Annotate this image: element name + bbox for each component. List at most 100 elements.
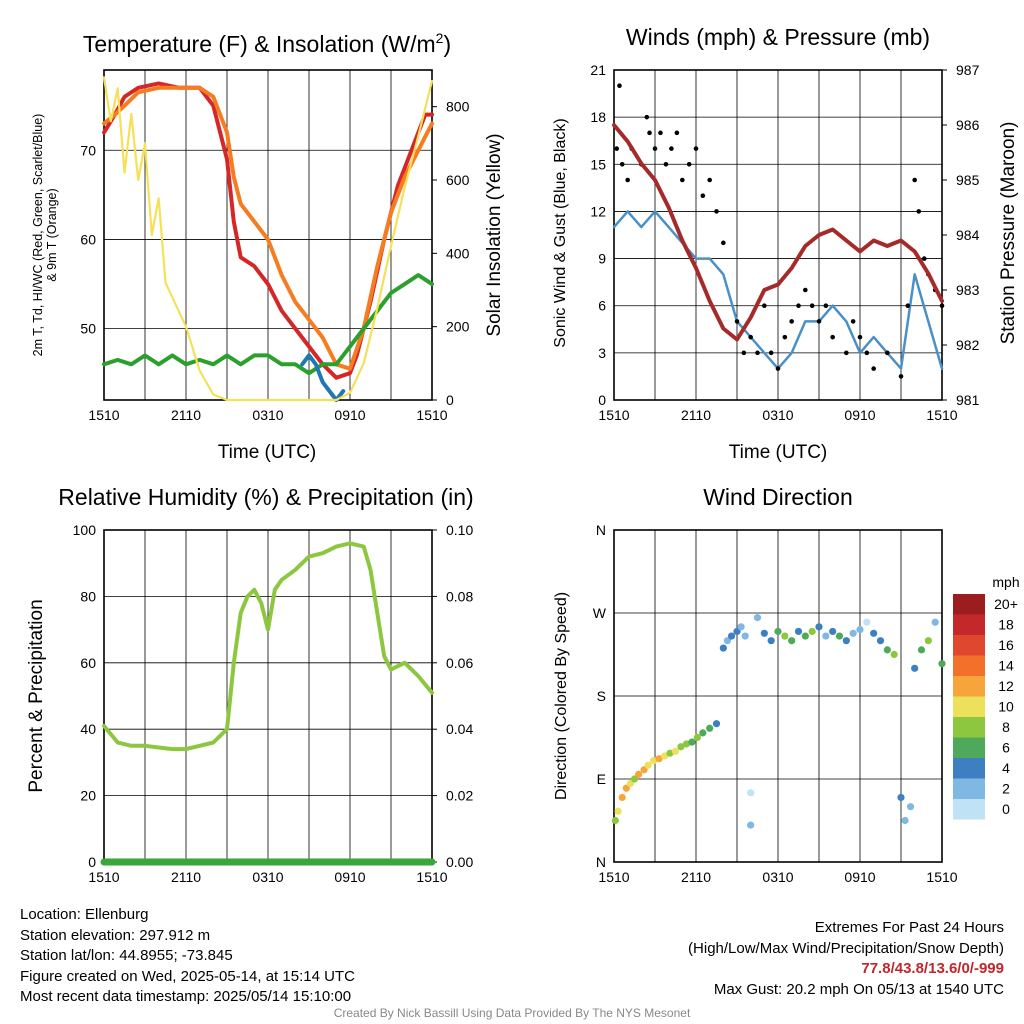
station-latlon: Station lat/lon: 44.8955; -73.845 — [20, 947, 233, 964]
rh-y-tick-label: 20 — [80, 788, 96, 804]
wind-gust-point — [796, 303, 801, 309]
wind-gust-point — [619, 161, 625, 167]
extremes-title: Extremes For Past 24 Hours — [814, 919, 1004, 936]
temp-y2-tick-label: 200 — [446, 319, 470, 335]
wind-y2-tick-label: 986 — [956, 117, 980, 133]
direction-point — [644, 761, 652, 769]
direction-point — [808, 627, 816, 636]
direction-point — [622, 784, 630, 792]
wind-y2-tick-label: 987 — [956, 62, 980, 78]
rh-x-tick-label: 1510 — [88, 869, 119, 885]
temp-y-axis-label-line2: & 9m T (Orange) — [45, 188, 59, 281]
wind-x-axis-label: Time (UTC) — [729, 442, 828, 463]
wind-gust-point — [921, 256, 927, 261]
wind-y2-tick-label: 981 — [956, 392, 980, 408]
wind-gust-point — [693, 146, 699, 151]
wind-chart-panel: 1510 2110 0310 0910 151003691215182198198298… — [590, 62, 979, 423]
legend-label: 0 — [1002, 801, 1010, 817]
direction-chart-title: Wind Direction — [703, 484, 853, 510]
direction-x-tick-label: 0310 — [762, 869, 793, 885]
rh-y-tick-label: 60 — [80, 655, 96, 671]
temp-y2-tick-label: 0 — [446, 392, 454, 408]
wind-gust-point — [748, 334, 753, 340]
rh-y-tick-label: 80 — [80, 588, 96, 604]
direction-point — [650, 756, 658, 765]
rh-x-tick-label: 1510 — [416, 869, 447, 885]
wind-gust-point — [644, 114, 650, 120]
direction-point — [618, 793, 626, 802]
direction-point — [883, 646, 891, 654]
direction-point — [774, 627, 782, 636]
direction-point — [876, 637, 885, 645]
wind-gust-point — [939, 303, 945, 309]
legend-swatch — [953, 655, 985, 676]
wind-y-tick-label: 9 — [598, 251, 606, 267]
direction-x-tick-label: 0910 — [844, 869, 875, 885]
direction-point — [630, 775, 639, 783]
wind-gust-point — [686, 161, 692, 167]
wind-gust-point — [674, 130, 680, 136]
rh-x-tick-label: 0310 — [252, 869, 283, 885]
direction-point — [801, 632, 809, 640]
direction-point — [626, 780, 635, 788]
direction-y-tick-label: S — [597, 688, 606, 704]
temp-y2-tick-label: 400 — [446, 245, 470, 261]
direction-point — [747, 821, 755, 829]
direction-x-tick-label: 2110 — [681, 869, 711, 885]
rh-y2-tick-label: 0.02 — [446, 788, 473, 804]
rh-y2-tick-label: 0.00 — [446, 854, 473, 870]
extremes-description: (High/Low/Max Wind/Precipitation/Snow De… — [688, 939, 1004, 957]
direction-point — [655, 755, 663, 763]
wind-gust-point — [707, 177, 712, 183]
legend-label: 16 — [998, 637, 1014, 653]
wind-gust-point — [844, 350, 849, 356]
legend-label: 20+ — [994, 596, 1018, 612]
temp-y-tick-label: 70 — [80, 142, 96, 158]
wind-y-tick-label: 3 — [598, 345, 606, 361]
legend-label: 2 — [1002, 781, 1010, 797]
direction-point — [890, 650, 898, 659]
direction-point — [635, 770, 643, 778]
wind-x-tick-label: 1510 — [598, 407, 629, 423]
rh-chart-title: Relative Humidity (%) & Precipitation (i… — [58, 484, 473, 510]
wind-gust-point — [789, 319, 794, 324]
direction-x-tick-label: 1510 — [598, 869, 629, 885]
wind-gust-point — [669, 146, 674, 151]
figure-created: Figure created on Wed, 2025-05-14, at 15… — [20, 967, 355, 985]
rh-x-tick-label: 2110 — [171, 869, 201, 885]
wind-gust-point — [721, 240, 726, 246]
direction-point — [781, 632, 789, 640]
wind-gust-point — [850, 319, 856, 324]
wind-gust-point — [912, 177, 917, 183]
station-elevation: Station elevation: 297.912 m — [20, 926, 211, 944]
direction-point — [666, 749, 674, 757]
direction-x-tick-label: 1510 — [926, 869, 957, 885]
temp-y-tick-label: 50 — [80, 321, 96, 337]
temp-series-solar — [102, 76, 434, 402]
direction-point — [660, 752, 669, 760]
temp-y2-tick-label: 800 — [446, 99, 470, 115]
wind-y-tick-label: 0 — [598, 392, 606, 408]
wind-series-pressure — [612, 123, 944, 342]
direction-point — [688, 738, 696, 746]
wind-gust-point — [885, 350, 890, 356]
direction-point — [753, 614, 762, 622]
legend-swatch — [953, 717, 985, 738]
direction-point — [856, 626, 864, 634]
direction-point — [747, 789, 755, 797]
legend-label: 6 — [1002, 740, 1010, 756]
direction-point — [829, 627, 837, 636]
wind-gust-point — [830, 334, 835, 340]
direction-point — [917, 646, 926, 654]
wind-y-tick-label: 12 — [590, 203, 606, 219]
wind-x-tick-label: 0910 — [844, 407, 875, 423]
latest-data-timestamp: Most recent data timestamp: 2025/05/14 1… — [20, 988, 352, 1005]
rh-x-tick-label: 0910 — [334, 869, 365, 885]
wind-gust-point — [916, 209, 922, 214]
rh-series-rh — [102, 541, 434, 752]
direction-point — [835, 632, 844, 640]
direction-point — [906, 803, 915, 811]
direction-point — [614, 807, 622, 815]
wind-y2-tick-label: 983 — [956, 282, 980, 298]
wind-x-tick-label: 2110 — [681, 407, 711, 423]
